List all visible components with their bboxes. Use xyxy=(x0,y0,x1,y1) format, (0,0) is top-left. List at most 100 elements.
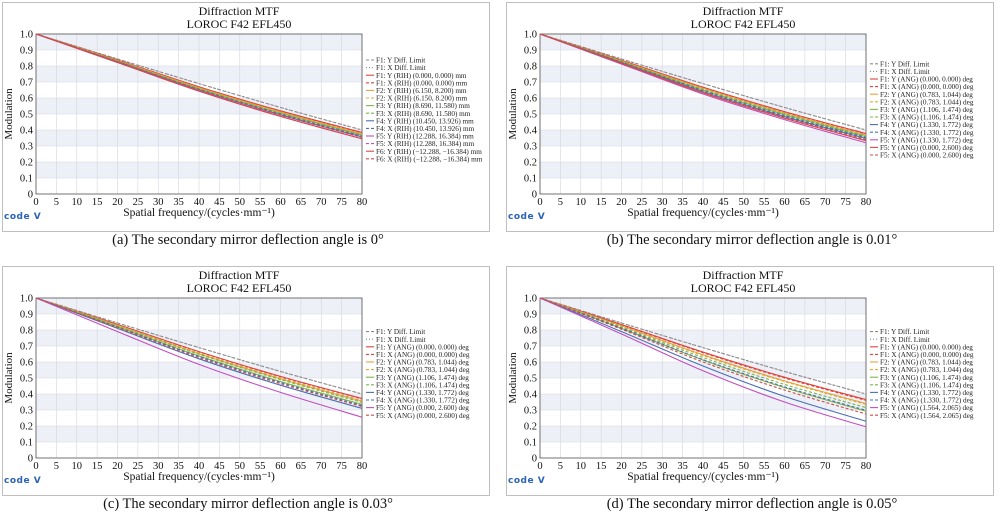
legend-entry: F4: Y (ANG) (1.330, 1.772) deg xyxy=(376,389,469,397)
x-tick-label: 60 xyxy=(779,461,790,472)
y-tick-label: 0 xyxy=(532,190,537,201)
mtf-panel-c: Diffraction MTF LOROC F42 EFL450 0 0.1 0.2 0.… xyxy=(0,264,496,522)
y-axis-label: Modulation xyxy=(3,88,15,140)
x-tick-label: 65 xyxy=(800,197,811,208)
x-tick-label: 20 xyxy=(112,461,123,472)
x-tick-label: 10 xyxy=(576,461,587,472)
series-line xyxy=(539,297,867,422)
y-tick-label: 0.9 xyxy=(524,46,537,57)
series-line xyxy=(539,33,867,141)
chart-title: Diffraction MTF xyxy=(703,4,784,18)
y-tick-labels: 0 0.1 0.2 0.3 0.4 0.5 0.6 0.7 0.8 0.9 1.0 xyxy=(20,30,34,201)
x-tick-labels: 0 5 10 15 20 25 30 35 40 45 50 55 60 65 70 75 80 xyxy=(537,197,871,208)
mtf-panel-b: Diffraction MTF LOROC F42 EFL450 0 0.1 0.2 0.… xyxy=(504,0,1000,258)
legend-entry: F4: X (ANG) (1.330, 1.772) deg xyxy=(880,129,974,137)
y-tick-labels: 0 0.1 0.2 0.3 0.4 0.5 0.6 0.7 0.8 0.9 1.0 xyxy=(524,294,538,465)
y-tick-label: 0.6 xyxy=(524,94,537,105)
legend-entry: F1: Y (ANG) (0.000, 0.000) deg xyxy=(880,76,973,84)
x-tick-label: 35 xyxy=(677,197,688,208)
legend-entry: F3: Y (ANG) (1.106, 1.474) deg xyxy=(376,374,469,382)
y-tick-label: 0.5 xyxy=(524,374,537,385)
x-axis-label: Spatial frequency/(cycles·mm⁻¹) xyxy=(123,471,275,483)
y-tick-label: 0.1 xyxy=(524,438,537,449)
x-tick-label: 60 xyxy=(275,461,286,472)
y-tick-label: 0.6 xyxy=(524,358,537,369)
x-tick-label: 55 xyxy=(759,197,770,208)
legend-entry: F2: Y (ANG) (0.783, 1.044) deg xyxy=(880,359,973,367)
y-tick-label: 0 xyxy=(28,190,33,201)
legend-entry: F5: X (ANG) (0.000, 2.600) deg xyxy=(376,412,470,420)
x-tick-label: 80 xyxy=(861,197,872,208)
legend-entry: F4: X (ANG) (1.330, 1.772) deg xyxy=(376,397,470,405)
legend-entry: F3: Y (ANG) (1.106, 1.474) deg xyxy=(880,374,973,382)
x-tick-label: 70 xyxy=(820,197,831,208)
x-tick-label: 30 xyxy=(153,461,164,472)
legend-entry: F2: Y (ANG) (0.783, 1.044) deg xyxy=(880,91,973,99)
x-tick-label: 35 xyxy=(677,461,688,472)
x-tick-label: 5 xyxy=(54,197,59,208)
y-tick-label: 0.1 xyxy=(20,174,33,185)
x-tick-label: 0 xyxy=(33,461,38,472)
x-tick-label: 55 xyxy=(759,461,770,472)
plot-border xyxy=(35,33,363,195)
x-tick-label: 20 xyxy=(616,461,627,472)
x-tick-label: 75 xyxy=(336,197,347,208)
y-tick-label: 0.6 xyxy=(20,94,33,105)
legend-entry: F2: X (ANG) (0.783, 1.044) deg xyxy=(880,366,974,374)
legend-entry: F6: Y (RIH) (−12.288, −16.384) mm xyxy=(376,148,482,156)
codev-logo: code V xyxy=(4,476,42,486)
y-tick-label: 0.5 xyxy=(20,110,33,121)
x-tick-label: 20 xyxy=(112,197,123,208)
x-tick-label: 25 xyxy=(637,461,648,472)
x-tick-labels: 0 5 10 15 20 25 30 35 40 45 50 55 60 65 70 75 80 xyxy=(33,461,367,472)
x-tick-label: 35 xyxy=(173,461,184,472)
legend-entry: F2: X (ANG) (0.783, 1.044) deg xyxy=(376,366,470,374)
legend-entry: F3: Y (RIH) (8.690, 11.580) mm xyxy=(376,102,470,110)
y-tick-label: 0.4 xyxy=(20,126,34,137)
y-tick-label: 0.8 xyxy=(20,326,33,337)
x-tick-label: 75 xyxy=(336,461,347,472)
y-tick-label: 0.8 xyxy=(20,62,33,73)
legend-entry: F5: X (RIH) (12.288, 16.384) mm xyxy=(376,140,475,148)
series-line xyxy=(35,297,363,408)
x-tick-label: 45 xyxy=(718,197,729,208)
x-tick-label: 30 xyxy=(657,461,668,472)
figure-caption: (a) The secondary mirror deflection angl… xyxy=(112,232,384,248)
series-line xyxy=(35,297,363,403)
y-tick-label: 0.1 xyxy=(524,174,537,185)
y-tick-label: 0.8 xyxy=(524,326,537,337)
y-tick-label: 0.9 xyxy=(20,310,33,321)
legend-entry: F5: Y (RIH) (12.288, 16.384) mm xyxy=(376,133,474,141)
x-tick-label: 40 xyxy=(698,197,709,208)
series-line xyxy=(539,297,867,395)
y-tick-label: 1.0 xyxy=(524,294,537,305)
legend-entry: F3: X (RIH) (8.690, 11.580) mm xyxy=(376,110,471,118)
y-tick-label: 0.4 xyxy=(524,390,538,401)
series-line xyxy=(539,297,867,428)
legend-entry: F1: X (ANG) (0.000, 0.000) deg xyxy=(880,351,974,359)
y-tick-label: 0.9 xyxy=(20,46,33,57)
series-line xyxy=(539,33,867,131)
legend-entry: F4: X (RIH) (10.450, 13.926) mm xyxy=(376,125,475,133)
x-tick-label: 15 xyxy=(596,197,607,208)
x-tick-label: 50 xyxy=(739,197,750,208)
x-tick-label: 25 xyxy=(637,197,648,208)
y-tick-label: 0 xyxy=(28,454,33,465)
y-tick-labels: 0 0.1 0.2 0.3 0.4 0.5 0.6 0.7 0.8 0.9 1.0 xyxy=(524,30,538,201)
legend-entry: F1: X (RIH) (0.000, 0.000) mm xyxy=(376,79,467,87)
series-line xyxy=(539,297,867,401)
plot-border xyxy=(539,297,867,459)
y-tick-label: 1.0 xyxy=(20,30,33,41)
x-tick-label: 0 xyxy=(537,461,542,472)
x-tick-labels: 0 5 10 15 20 25 30 35 40 45 50 55 60 65 70 75 80 xyxy=(537,461,871,472)
y-tick-label: 0.6 xyxy=(20,358,33,369)
x-tick-label: 80 xyxy=(357,461,368,472)
x-tick-label: 5 xyxy=(54,461,59,472)
mtf-panel-a: Diffraction MTF LOROC F42 EFL450 0 0.1 0.2 0.… xyxy=(0,0,496,258)
y-tick-label: 0.2 xyxy=(20,422,33,433)
y-tick-label: 0.2 xyxy=(524,422,537,433)
x-axis-label: Spatial frequency/(cycles·mm⁻¹) xyxy=(627,471,779,483)
